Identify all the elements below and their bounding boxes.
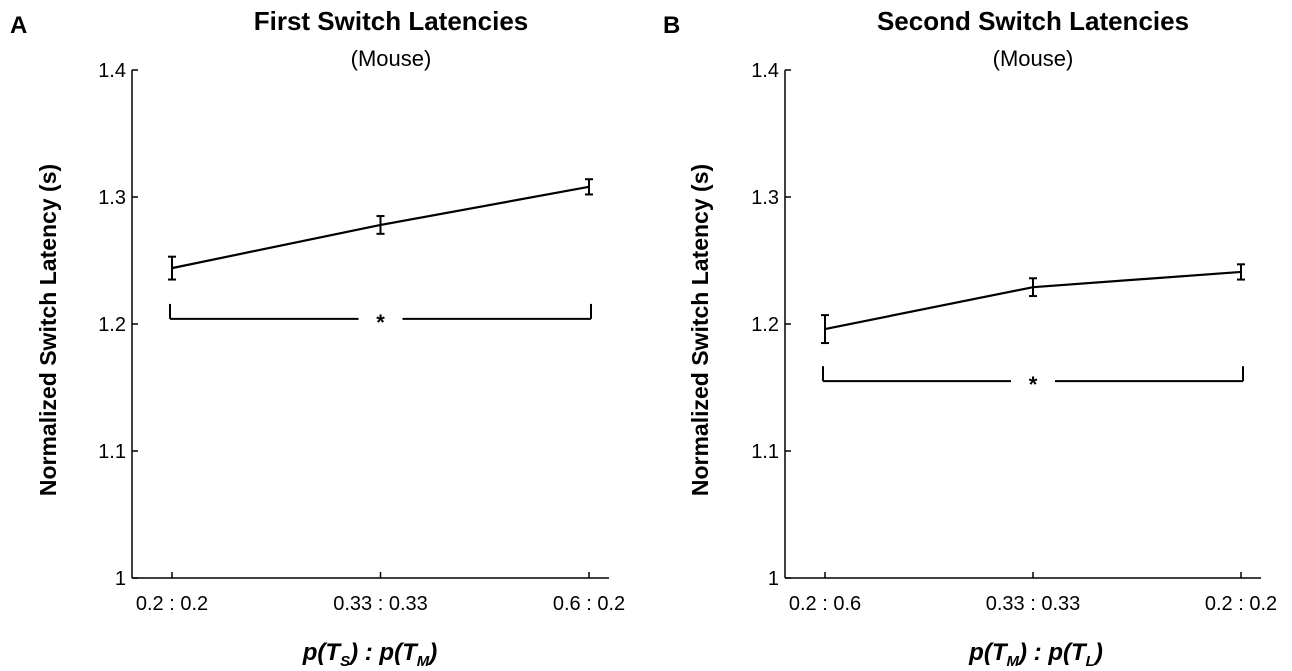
x-axis-label-part: S: [340, 653, 350, 670]
x-axis-label: p(TM) : p(TL): [968, 639, 1103, 670]
error-bar: [585, 178, 593, 196]
x-tick-label: 0.33 : 0.33: [986, 593, 1081, 615]
y-axis-label: Normalized Switch Latency (s): [35, 164, 61, 496]
error-bar: [168, 255, 176, 281]
y-tick-label: 1.3: [98, 187, 126, 209]
x-axis-label-part: T: [325, 639, 342, 666]
x-axis-label-part: ) : p(: [347, 639, 405, 666]
significance-label: *: [1029, 372, 1038, 397]
y-tick-label: 1.2: [98, 314, 126, 336]
y-tick-label: 1: [768, 568, 779, 590]
x-tick-label: 0.33 : 0.33: [333, 593, 428, 615]
x-axis-label: p(TS) : p(TM): [302, 639, 438, 670]
x-axis-label-part: p(: [302, 639, 329, 666]
y-tick-label: 1.2: [751, 314, 779, 336]
error-bar: [1237, 263, 1245, 281]
x-tick-label: 0.6 : 0.2: [553, 593, 625, 615]
x-tick-label: 0.2 : 0.6: [789, 593, 861, 615]
error-bar: [821, 314, 829, 345]
x-axis-label-part: M: [417, 653, 430, 670]
x-axis-label-part: L: [1086, 653, 1095, 670]
y-tick-label: 1.4: [98, 60, 126, 82]
y-tick-label: 1.3: [751, 187, 779, 209]
chart-panel-b: B Second Switch Latencies (Mouse) 1 1.1 1.2 1.…: [663, 6, 1277, 670]
chart-subtitle: (Mouse): [993, 46, 1074, 71]
significance-label: *: [376, 310, 385, 335]
x-axis-label-part: T: [992, 639, 1009, 666]
chart-panel-a: A First Switch Latencies (Mouse) 1 1.1 1.2 1.3…: [10, 6, 625, 670]
x-axis-label-part: ) : p(: [1016, 639, 1074, 666]
y-axis-label: Normalized Switch Latency (s): [687, 164, 713, 496]
x-axis-label-part: T: [1071, 639, 1088, 666]
y-tick-label: 1.4: [751, 60, 779, 82]
significance-bracket: *: [822, 366, 1244, 397]
significance-bracket: *: [169, 303, 592, 335]
x-axis-label-part: T: [402, 639, 419, 666]
x-tick-label: 0.2 : 0.2: [1205, 593, 1277, 615]
error-bar: [376, 215, 385, 235]
error-bar: [1029, 277, 1037, 298]
panel-letter: A: [10, 12, 27, 39]
y-tick-label: 1.1: [98, 441, 126, 463]
x-axis-label-part: ): [426, 639, 437, 666]
x-axis-label-part: ): [1092, 639, 1103, 666]
y-tick-label: 1.1: [751, 441, 779, 463]
x-tick-label: 0.2 : 0.2: [136, 593, 208, 615]
x-axis-label-part: p(: [968, 639, 995, 666]
x-axis-label-part: M: [1007, 653, 1020, 670]
chart-subtitle: (Mouse): [351, 46, 432, 71]
chart-title: Second Switch Latencies: [877, 6, 1189, 36]
panel-letter: B: [663, 12, 680, 39]
y-tick-label: 1: [115, 568, 126, 590]
chart-title: First Switch Latencies: [254, 6, 529, 36]
